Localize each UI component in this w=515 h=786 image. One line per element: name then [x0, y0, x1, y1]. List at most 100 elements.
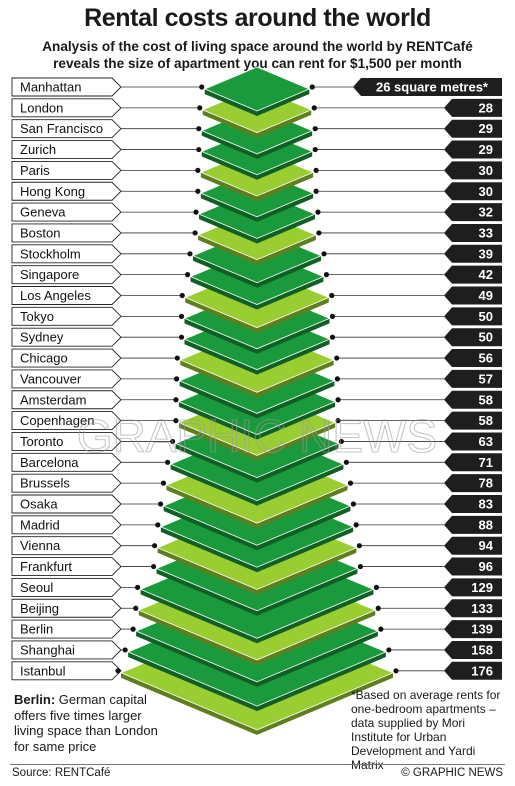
city-label-toronto: Toronto — [20, 434, 63, 449]
value-tab-sydney — [444, 328, 502, 347]
city-tab-amsterdam — [11, 390, 122, 410]
value-label-san-francisco: 29 — [479, 121, 493, 136]
value-tab-chicago — [444, 349, 502, 368]
city-tab-san-francisco — [11, 119, 122, 139]
city-tab-geneva — [11, 202, 122, 222]
leader-dot-left — [165, 459, 171, 465]
value-label-boston: 33 — [479, 225, 493, 240]
diamond-edge — [200, 172, 314, 201]
value-tab-manhattan — [353, 78, 502, 96]
value-label-copenhagen: 58 — [479, 413, 493, 428]
value-label-frankfurt: 96 — [479, 559, 493, 574]
diamond-edge — [199, 214, 315, 244]
leader-dot-right — [335, 418, 341, 424]
city-tab-shanghai — [11, 640, 122, 660]
city-tab-vancouver — [11, 369, 122, 389]
city-tab-copenhagen — [11, 411, 122, 431]
leader-dot-left — [196, 126, 202, 132]
city-label-frankfurt: Frankfurt — [20, 559, 72, 574]
value-label-singapore: 42 — [479, 267, 493, 282]
city-label-chicago: Chicago — [20, 351, 68, 366]
leader-dot-right — [386, 647, 392, 653]
leader-dot-right — [329, 313, 336, 319]
value-label-vienna: 94 — [479, 538, 494, 553]
leader-dot-left — [174, 355, 180, 361]
value-tab-singapore — [444, 265, 502, 284]
value-label-barcelona: 71 — [479, 455, 493, 470]
value-tab-hong-kong — [444, 182, 502, 201]
value-tab-boston — [444, 223, 502, 242]
leader-dot-right — [313, 188, 319, 194]
value-label-sydney: 50 — [479, 330, 493, 345]
leader-dot-left — [196, 146, 202, 153]
city-label-madrid: Madrid — [20, 517, 60, 532]
value-tab-zurich — [444, 140, 502, 159]
city-tab-boston — [11, 223, 122, 243]
leader-dot-right — [315, 209, 321, 215]
leader-dot-right — [357, 563, 364, 570]
subtitle-line-1: Analysis of the cost of living space aro… — [42, 39, 473, 54]
city-label-tokyo: Tokyo — [20, 309, 54, 324]
leader-dot-right — [378, 626, 384, 632]
city-tab-istanbul — [11, 661, 122, 681]
leader-dot-right — [312, 126, 318, 132]
value-label-amsterdam: 58 — [479, 392, 493, 407]
value-label-tokyo: 50 — [479, 309, 493, 324]
value-label-chicago: 56 — [479, 351, 493, 366]
value-tab-vancouver — [444, 369, 502, 388]
leader-dot-right — [356, 543, 362, 549]
value-tab-osaka — [444, 495, 502, 513]
berlin-note-text: German capital offers five times larger … — [14, 692, 158, 754]
diamond-edge — [202, 109, 312, 138]
value-label-vancouver: 57 — [479, 371, 493, 386]
leader-dot-right — [335, 397, 341, 403]
city-label-vienna: Vienna — [20, 538, 61, 553]
city-tab-osaka — [11, 494, 122, 514]
city-tab-vienna — [11, 536, 122, 556]
leader-dot-right — [347, 480, 354, 486]
leader-dot-right — [334, 376, 340, 382]
value-label-stockholm: 39 — [479, 246, 493, 261]
city-label-copenhagen: Copenhagen — [20, 413, 94, 428]
leader-dot-right — [375, 605, 381, 611]
chart-title: Rental costs around the world — [84, 4, 431, 32]
value-label-zurich: 29 — [479, 142, 493, 157]
value-tab-geneva — [444, 203, 502, 222]
diamond-stack — [119, 66, 395, 735]
city-tab-frankfurt — [11, 557, 122, 576]
leader-dot-left — [155, 522, 161, 528]
leader-dot-right — [321, 251, 327, 257]
city-tab-seoul — [11, 577, 122, 597]
leader-dot-left — [174, 376, 180, 382]
value-tab-copenhagen — [444, 411, 502, 430]
leader-dot-left — [193, 209, 199, 215]
value-tab-stockholm — [444, 244, 502, 263]
value-tab-frankfurt — [444, 557, 502, 576]
leader-dot-right — [353, 522, 359, 528]
value-tab-london — [444, 98, 502, 117]
city-tab-barcelona — [11, 452, 122, 472]
leader-dot-left — [173, 418, 179, 424]
value-tab-los-angeles — [444, 286, 502, 305]
leader-dot-right — [373, 584, 380, 591]
value-label-los-angeles: 49 — [479, 288, 493, 303]
city-tab-stockholm — [11, 244, 122, 264]
leader-dot-left — [179, 292, 185, 299]
leader-dot-right — [316, 230, 322, 236]
value-tab-berlin — [444, 620, 502, 639]
chart-subtitle: Analysis of the cost of living space aro… — [0, 38, 515, 72]
value-tab-seoul — [444, 578, 502, 597]
diamond-manhattan — [203, 66, 311, 116]
leader-dot-left — [150, 563, 157, 570]
value-tab-san-francisco — [444, 119, 502, 138]
city-tab-london — [11, 98, 122, 118]
leader-dot-right — [334, 355, 340, 361]
footnote: *Based on average rents for one-bedroom … — [351, 688, 501, 772]
value-label-manhattan: 26 square metres* — [376, 80, 489, 95]
leader-dot-right — [312, 146, 318, 153]
city-label-osaka: Osaka — [20, 497, 58, 512]
city-tab-los-angeles — [11, 286, 122, 305]
diamond-edge — [201, 130, 313, 159]
diamond-face — [203, 66, 311, 112]
